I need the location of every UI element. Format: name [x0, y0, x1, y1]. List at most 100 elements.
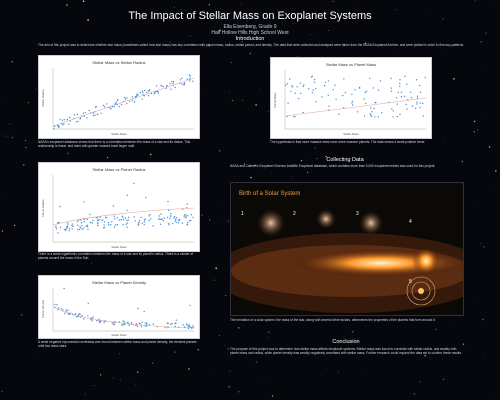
conclusion-text: The purpose of this project was to deter… [230, 347, 462, 355]
data-point [157, 90, 159, 93]
data-point [168, 222, 170, 224]
data-point [403, 95, 406, 98]
star [321, 375, 322, 376]
star [228, 385, 231, 388]
data-point [115, 101, 117, 103]
star [482, 318, 484, 321]
data-point [54, 303, 56, 306]
data-point [415, 107, 417, 109]
data-point [55, 228, 58, 230]
data-point [146, 91, 148, 94]
data-point [87, 302, 89, 304]
star [452, 320, 454, 321]
star [6, 97, 7, 99]
star [137, 140, 139, 142]
data-point [65, 228, 67, 231]
data-point [109, 107, 112, 109]
data-point [124, 217, 127, 219]
step-number: 2 [293, 211, 296, 217]
data-point [89, 213, 91, 216]
data-point [169, 83, 171, 85]
data-point [141, 98, 143, 100]
star [442, 378, 444, 380]
star [219, 29, 221, 32]
star [152, 362, 154, 364]
data-point [89, 221, 92, 224]
data-point [148, 90, 150, 92]
data-point [328, 105, 330, 107]
star [208, 219, 211, 221]
star [254, 164, 256, 167]
conclusion-heading: Conclusion [332, 339, 360, 345]
data-point [143, 219, 146, 221]
data-point [96, 219, 99, 222]
data-point [128, 324, 130, 326]
star [255, 104, 257, 106]
data-point [126, 102, 128, 104]
data-point [173, 215, 176, 218]
star [267, 331, 270, 334]
data-point [126, 226, 128, 228]
data-point [109, 224, 112, 226]
star [174, 351, 176, 353]
data-point [160, 84, 162, 87]
intro-heading: Introduction [235, 36, 265, 42]
data-point [118, 105, 121, 108]
data-point [323, 84, 326, 87]
data-point [53, 128, 55, 130]
data-point [66, 224, 69, 226]
data-point [411, 105, 414, 107]
data-point [297, 97, 300, 100]
star [338, 371, 339, 373]
data-point [56, 124, 59, 127]
star [489, 1, 490, 3]
data-point [61, 123, 63, 125]
data-point [133, 216, 135, 218]
data-point [168, 224, 170, 226]
star [314, 147, 316, 149]
star [267, 111, 269, 113]
data-point [121, 215, 123, 217]
data-point [302, 85, 304, 88]
data-point [57, 232, 59, 234]
data-point [286, 115, 288, 118]
data-point [175, 319, 177, 321]
star [488, 393, 489, 394]
data-point [133, 182, 135, 184]
star [221, 202, 222, 203]
data-point [187, 325, 189, 328]
data-point [81, 225, 83, 227]
star [480, 243, 482, 245]
star [485, 32, 487, 34]
data-point [68, 230, 70, 232]
data-point [114, 224, 117, 226]
data-point [175, 217, 178, 219]
solar-system-infographic: Birth of a Solar System 1 2 3 4 5 [230, 182, 464, 316]
data-point [139, 322, 141, 325]
star [473, 120, 476, 123]
star [11, 136, 14, 139]
star [219, 150, 221, 152]
data-point [83, 318, 85, 320]
star [246, 20, 248, 22]
data-point [80, 219, 82, 221]
star [328, 349, 330, 350]
caption-planet-radius: There is a weak logarithmic correlation … [38, 252, 194, 260]
data-point [79, 118, 81, 120]
star [424, 354, 426, 357]
data-point [334, 84, 336, 86]
data-point [118, 219, 121, 221]
star [352, 5, 353, 7]
data-point [342, 94, 344, 97]
data-point [95, 105, 97, 108]
star [0, 194, 1, 196]
star [139, 17, 141, 20]
data-point [120, 103, 123, 106]
data-point [419, 84, 421, 87]
data-point [96, 319, 98, 322]
data-point [111, 221, 113, 223]
data-point [77, 316, 79, 318]
trend-line [52, 305, 195, 329]
star [487, 70, 488, 72]
data-point [169, 215, 172, 217]
